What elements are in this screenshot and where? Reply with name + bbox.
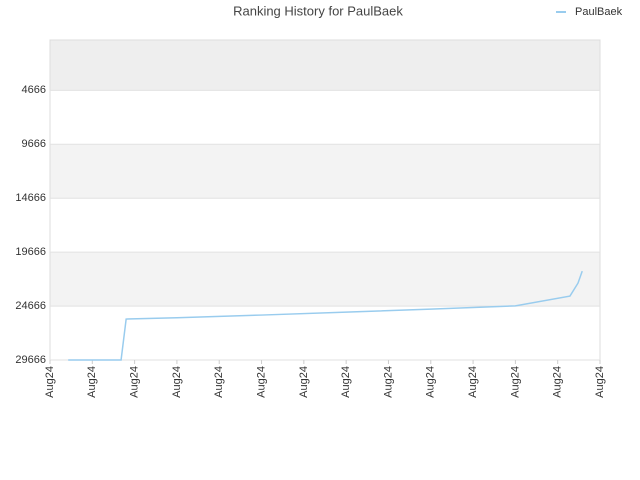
x-tick-label: Aug24: [171, 366, 183, 398]
x-tick-label: Aug24: [340, 366, 352, 398]
x-tick-label: Aug24: [425, 366, 437, 398]
x-tick-label: Aug24: [86, 366, 98, 398]
legend-label: PaulBaek: [575, 6, 623, 18]
x-tick-label: Aug24: [467, 366, 479, 398]
x-tick-label: Aug24: [129, 366, 141, 398]
plot-band: [50, 90, 600, 145]
y-tick-label: 14666: [15, 192, 46, 204]
plot-band: [50, 252, 600, 307]
series-line: [68, 270, 583, 361]
y-tick-label: 19666: [15, 246, 46, 258]
x-tick-label: Aug24: [382, 366, 394, 398]
y-tick-label: 29666: [15, 354, 46, 366]
y-tick-label: 4666: [22, 84, 46, 96]
y-tick-label: 24666: [15, 300, 46, 312]
plot-band: [50, 144, 600, 199]
x-tick-label: Aug24: [255, 366, 267, 398]
plot-band: [50, 40, 600, 91]
x-tick-label: Aug24: [552, 366, 564, 398]
x-tick-label: Aug24: [44, 366, 56, 398]
plot-band: [50, 198, 600, 253]
x-tick-label: Aug24: [213, 366, 225, 398]
y-tick-label: 9666: [22, 138, 46, 150]
x-tick-label: Aug24: [594, 366, 606, 398]
x-tick-label: Aug24: [298, 366, 310, 398]
x-tick-label: Aug24: [509, 366, 521, 398]
chart-title: Ranking History for PaulBaek: [233, 3, 403, 18]
plot-band: [50, 306, 600, 360]
